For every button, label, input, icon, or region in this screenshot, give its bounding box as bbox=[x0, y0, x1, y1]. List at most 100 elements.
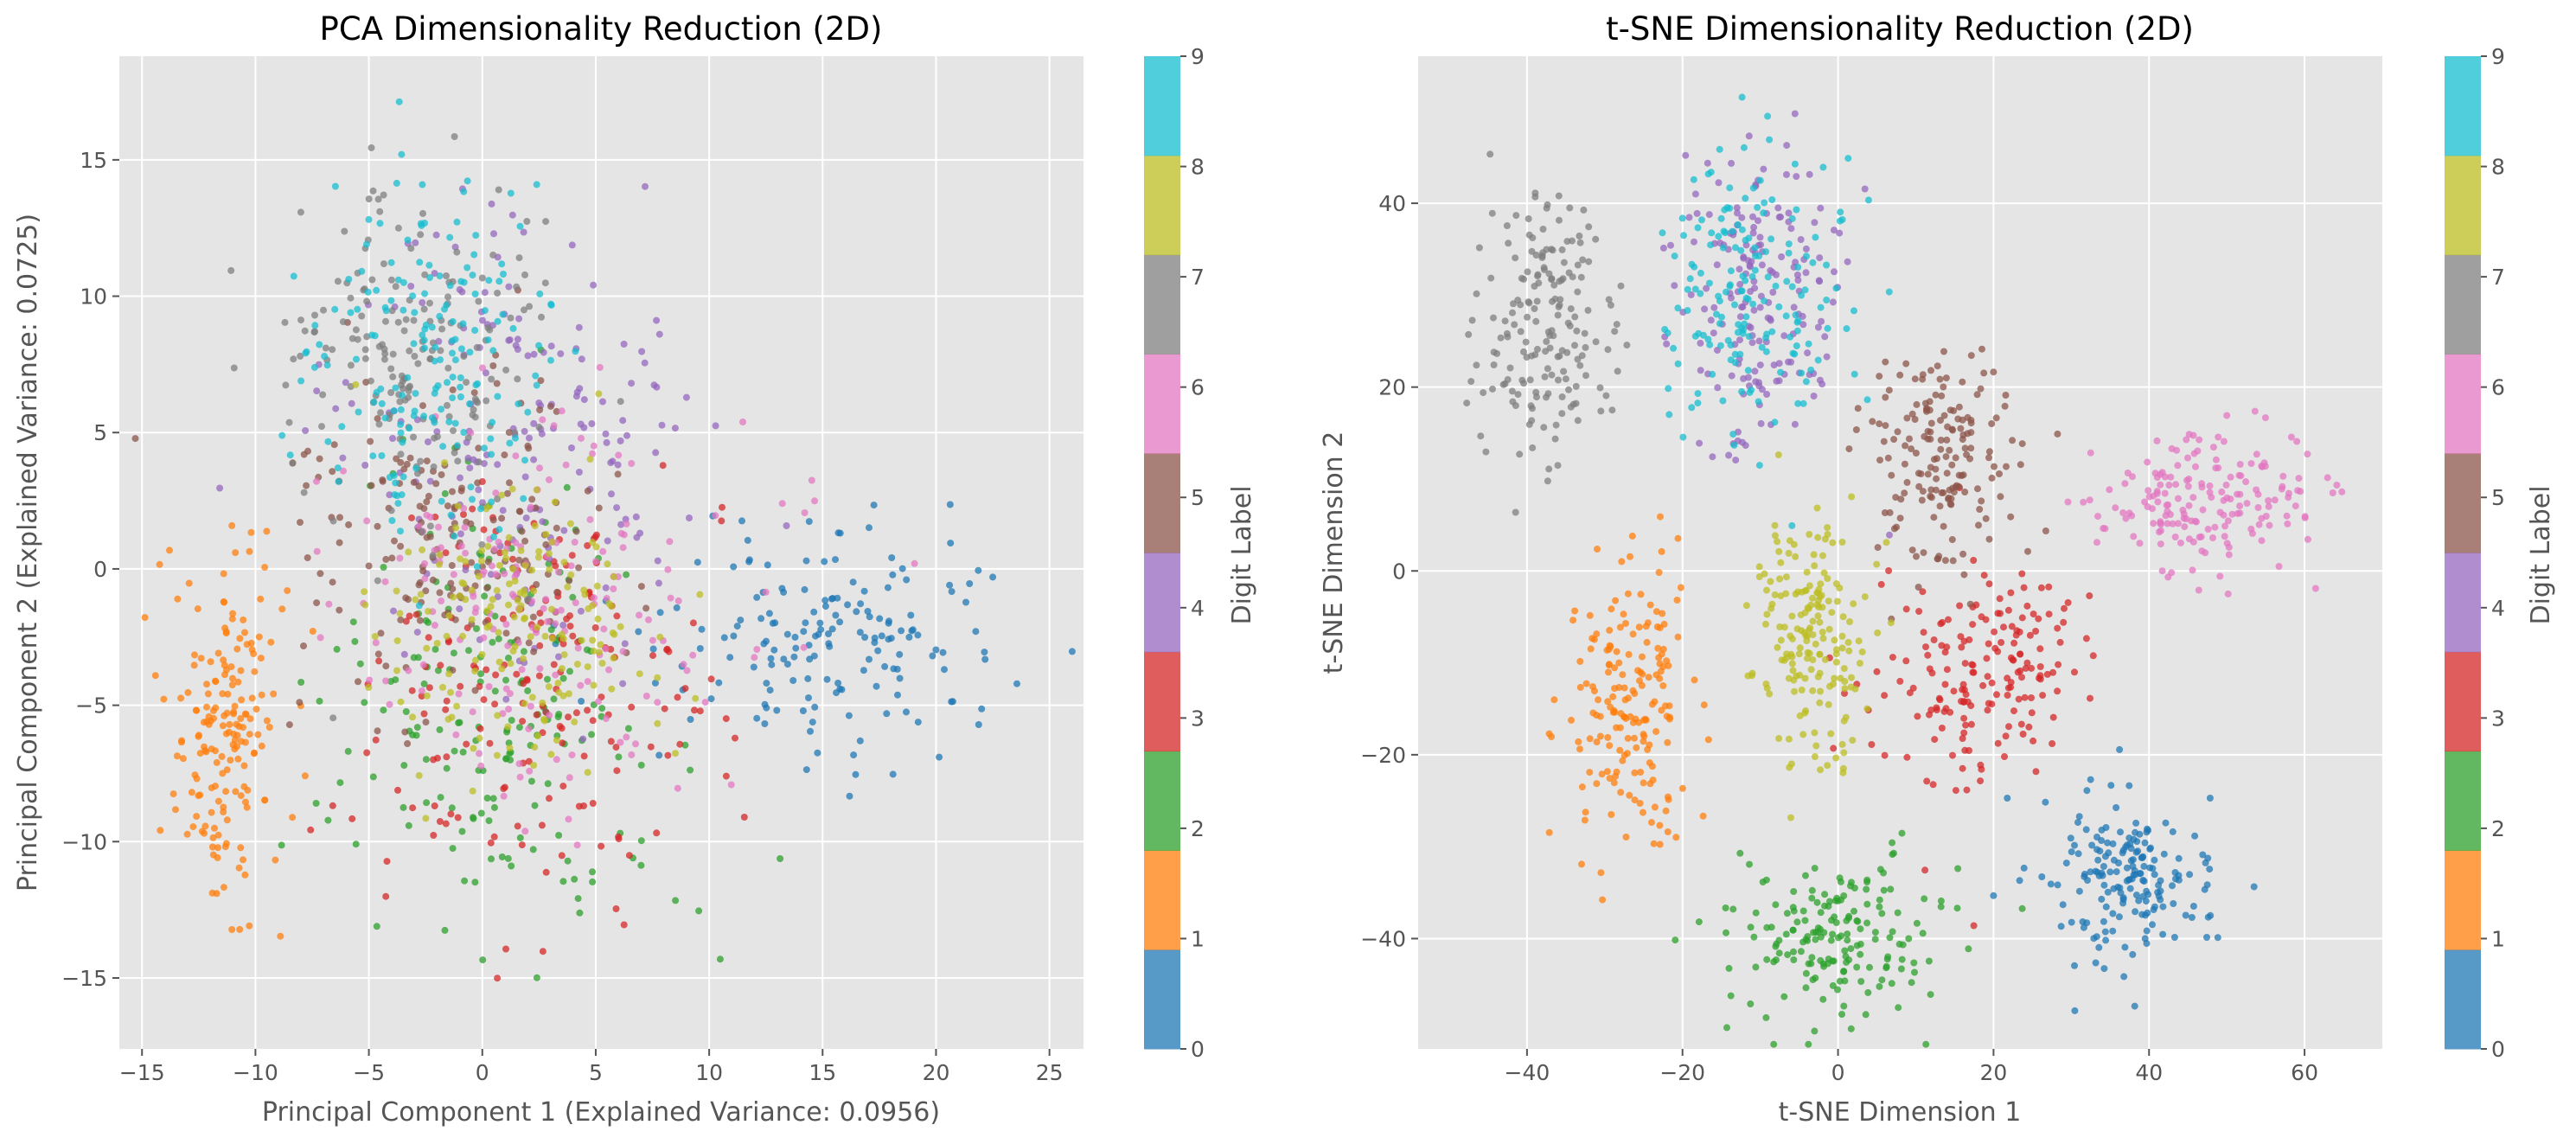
pca-point-digit-0 bbox=[807, 727, 814, 735]
pca-point-digit-6 bbox=[577, 681, 585, 689]
pca-point-digit-8 bbox=[531, 744, 539, 751]
pca-y-tick-label: −15 bbox=[61, 966, 107, 991]
tsne-point-digit-1 bbox=[1633, 744, 1640, 751]
tsne-point-digit-3 bbox=[2004, 606, 2012, 614]
tsne-point-digit-3 bbox=[2043, 670, 2051, 678]
pca-point-digit-6 bbox=[506, 690, 514, 698]
pca-point-digit-6 bbox=[553, 756, 560, 764]
pca-point-digit-1 bbox=[222, 840, 230, 847]
tsne-point-digit-6 bbox=[2275, 563, 2283, 570]
pca-point-digit-0 bbox=[876, 615, 884, 623]
pca-point-digit-3 bbox=[519, 718, 527, 725]
tsne-point-digit-3 bbox=[1881, 692, 1889, 700]
tsne-point-digit-6 bbox=[2223, 412, 2231, 419]
pca-point-digit-7 bbox=[310, 329, 318, 336]
tsne-point-digit-0 bbox=[2169, 882, 2176, 890]
pca-point-digit-4 bbox=[539, 518, 547, 526]
pca-point-digit-6 bbox=[674, 597, 682, 604]
pca-point-digit-0 bbox=[903, 708, 910, 716]
pca-point-digit-9 bbox=[453, 218, 461, 226]
tsne-point-digit-7 bbox=[1569, 237, 1576, 245]
pca-point-digit-7 bbox=[410, 433, 417, 441]
tsne-colorbar-swatch-8 bbox=[2445, 155, 2481, 256]
tsne-point-digit-6 bbox=[2251, 407, 2259, 415]
pca-point-digit-2 bbox=[516, 834, 524, 841]
pca-point-digit-0 bbox=[914, 631, 922, 639]
pca-point-digit-5 bbox=[377, 630, 385, 637]
tsne-point-digit-3 bbox=[1924, 651, 1932, 659]
pca-point-digit-6 bbox=[645, 616, 652, 623]
pca-point-digit-3 bbox=[372, 736, 380, 744]
pca-point-digit-1 bbox=[229, 674, 236, 682]
pca-point-digit-5 bbox=[532, 504, 540, 512]
pca-point-digit-1 bbox=[205, 720, 213, 728]
pca-point-digit-0 bbox=[883, 710, 891, 718]
pca-y-tick-label: 15 bbox=[80, 148, 107, 173]
tsne-point-digit-9 bbox=[1864, 196, 1872, 204]
pca-point-digit-3 bbox=[502, 945, 509, 953]
tsne-point-digit-6 bbox=[2165, 482, 2173, 489]
pca-point-digit-7 bbox=[483, 397, 490, 405]
tsne-point-digit-9 bbox=[1819, 163, 1827, 171]
tsne-point-digit-9 bbox=[1690, 176, 1697, 183]
tsne-point-digit-1 bbox=[1603, 768, 1611, 776]
pca-point-digit-8 bbox=[483, 623, 491, 631]
pca-point-digit-1 bbox=[141, 614, 149, 622]
tsne-point-digit-3 bbox=[2018, 570, 2026, 578]
pca-point-digit-2 bbox=[508, 862, 515, 870]
tsne-point-digit-8 bbox=[1811, 753, 1819, 760]
pca-point-digit-9 bbox=[515, 400, 522, 408]
tsne-point-digit-2 bbox=[1695, 918, 1703, 926]
tsne-point-digit-0 bbox=[2067, 834, 2074, 842]
pca-point-digit-0 bbox=[821, 597, 829, 604]
pca-point-digit-7 bbox=[405, 393, 412, 401]
tsne-point-digit-8 bbox=[1771, 532, 1779, 540]
tsne-point-digit-3 bbox=[1966, 636, 1973, 643]
tsne-point-digit-2 bbox=[1817, 956, 1825, 964]
pca-point-digit-8 bbox=[468, 586, 476, 594]
tsne-point-digit-8 bbox=[1762, 620, 1769, 628]
tsne-point-digit-8 bbox=[1819, 552, 1826, 559]
pca-point-digit-8 bbox=[520, 655, 527, 662]
tsne-point-digit-6 bbox=[2235, 471, 2243, 479]
pca-point-digit-7 bbox=[417, 231, 425, 239]
tsne-point-digit-1 bbox=[1606, 775, 1614, 783]
tsne-point-digit-9 bbox=[1754, 203, 1761, 211]
pca-point-digit-9 bbox=[398, 491, 406, 499]
tsne-point-digit-3 bbox=[1959, 764, 1966, 772]
tsne-colorbar-tick-label: 5 bbox=[2491, 485, 2505, 510]
tsne-point-digit-2 bbox=[1847, 1025, 1855, 1032]
pca-point-digit-8 bbox=[571, 718, 578, 725]
pca-point-digit-9 bbox=[365, 215, 373, 223]
pca-y-tick-label: −10 bbox=[61, 829, 107, 854]
pca-point-digit-2 bbox=[547, 626, 555, 634]
pca-point-digit-9 bbox=[446, 282, 454, 290]
pca-point-digit-2 bbox=[555, 832, 563, 839]
tsne-point-digit-9 bbox=[1789, 349, 1797, 357]
pca-point-digit-6 bbox=[476, 750, 483, 757]
tsne-point-digit-3 bbox=[2049, 713, 2057, 721]
pca-point-digit-0 bbox=[856, 629, 864, 636]
tsne-point-digit-6 bbox=[2189, 538, 2197, 546]
tsne-point-digit-1 bbox=[1641, 715, 1649, 723]
tsne-point-digit-4 bbox=[1707, 316, 1715, 324]
pca-point-digit-0 bbox=[687, 716, 694, 723]
pca-point-digit-7 bbox=[358, 312, 366, 320]
tsne-point-digit-7 bbox=[1623, 342, 1631, 349]
tsne-point-digit-3 bbox=[2028, 709, 2036, 717]
tsne-point-digit-0 bbox=[2098, 826, 2106, 834]
pca-point-digit-6 bbox=[586, 515, 594, 523]
tsne-point-digit-3 bbox=[1945, 616, 1952, 623]
pca-point-digit-2 bbox=[508, 717, 515, 724]
tsne-point-digit-0 bbox=[2057, 923, 2065, 930]
tsne-point-digit-9 bbox=[1764, 112, 1772, 120]
pca-point-digit-3 bbox=[430, 832, 438, 839]
pca-point-digit-3 bbox=[681, 685, 689, 693]
tsne-point-digit-2 bbox=[1797, 948, 1805, 955]
tsne-colorbar-swatch-3 bbox=[2445, 651, 2481, 752]
pca-point-digit-5 bbox=[444, 502, 451, 510]
pca-point-digit-5 bbox=[575, 564, 583, 572]
tsne-point-digit-0 bbox=[2120, 973, 2128, 981]
tsne-point-digit-8 bbox=[1848, 493, 1856, 501]
pca-colorbar-tick-label: 9 bbox=[1191, 44, 1205, 69]
